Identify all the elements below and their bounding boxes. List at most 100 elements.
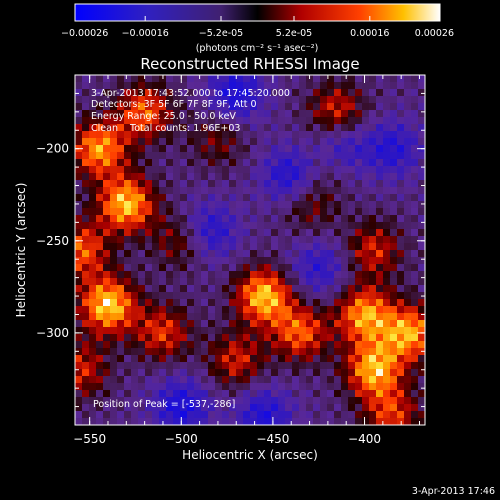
heatmap-cell: [362, 278, 370, 286]
heatmap-cell: [341, 383, 349, 391]
heatmap-cell: [215, 96, 223, 104]
heatmap-cell: [131, 103, 139, 111]
heatmap-cell: [145, 250, 153, 258]
heatmap-cell: [250, 411, 258, 419]
heatmap-cell: [75, 418, 83, 426]
heatmap-cell: [222, 397, 230, 405]
heatmap-cell: [404, 187, 412, 195]
heatmap-cell: [229, 362, 237, 370]
heatmap-cell: [152, 292, 160, 300]
heatmap-cell: [166, 271, 174, 279]
heatmap-cell: [292, 222, 300, 230]
heatmap-cell: [89, 96, 97, 104]
heatmap-cell: [159, 299, 167, 307]
heatmap-cell: [222, 201, 230, 209]
heatmap-cell: [82, 257, 90, 265]
heatmap-cell: [89, 243, 97, 251]
heatmap-cell: [117, 327, 125, 335]
heatmap-cell: [348, 383, 356, 391]
heatmap-cell: [418, 138, 426, 146]
heatmap-cell: [404, 264, 412, 272]
heatmap-cell: [306, 208, 314, 216]
heatmap-cell: [131, 306, 139, 314]
heatmap-cell: [250, 369, 258, 377]
heatmap-cell: [348, 411, 356, 419]
heatmap-cell: [89, 152, 97, 160]
heatmap-cell: [131, 320, 139, 328]
heatmap-cell: [369, 383, 377, 391]
heatmap-cell: [341, 320, 349, 328]
heatmap-cell: [271, 313, 279, 321]
heatmap-cell: [292, 124, 300, 132]
heatmap-cell: [383, 264, 391, 272]
heatmap-cell: [215, 250, 223, 258]
heatmap-cell: [341, 306, 349, 314]
heatmap-cell: [397, 166, 405, 174]
heatmap-cell: [89, 327, 97, 335]
heatmap-cell: [257, 278, 265, 286]
heatmap-cell: [278, 145, 286, 153]
heatmap-cell: [222, 341, 230, 349]
heatmap-cell: [229, 159, 237, 167]
heatmap-cell: [173, 271, 181, 279]
heatmap-cell: [264, 138, 272, 146]
heatmap-cell: [110, 145, 118, 153]
heatmap-cell: [208, 145, 216, 153]
heatmap-cell: [138, 257, 146, 265]
heatmap-cell: [250, 292, 258, 300]
heatmap-cell: [173, 117, 181, 125]
heatmap-cell: [201, 390, 209, 398]
heatmap-cell: [187, 138, 195, 146]
heatmap-cell: [390, 341, 398, 349]
heatmap-cell: [201, 418, 209, 426]
heatmap-cell: [306, 152, 314, 160]
heatmap-cell: [82, 306, 90, 314]
heatmap-cell: [215, 194, 223, 202]
heatmap-cell: [397, 376, 405, 384]
heatmap-cell: [257, 131, 265, 139]
heatmap-cell: [103, 264, 111, 272]
heatmap-cell: [159, 285, 167, 293]
heatmap-cell: [411, 334, 419, 342]
heatmap-cell: [187, 82, 195, 90]
heatmap-cell: [418, 306, 426, 314]
heatmap-cell: [208, 236, 216, 244]
heatmap-cell: [292, 201, 300, 209]
heatmap-cell: [166, 166, 174, 174]
heatmap-cell: [362, 383, 370, 391]
heatmap-cell: [117, 285, 125, 293]
heatmap-cell: [243, 348, 251, 356]
heatmap-cell: [243, 369, 251, 377]
heatmap-cell: [278, 341, 286, 349]
heatmap-cell: [397, 131, 405, 139]
heatmap-cell: [131, 117, 139, 125]
heatmap-cell: [334, 96, 342, 104]
heatmap-cell: [82, 404, 90, 412]
heatmap-cell: [390, 404, 398, 412]
heatmap-cell: [299, 404, 307, 412]
heatmap-cell: [222, 355, 230, 363]
heatmap-cell: [152, 201, 160, 209]
heatmap-cell: [201, 138, 209, 146]
heatmap-cell: [103, 75, 111, 83]
heatmap-cell: [145, 299, 153, 307]
heatmap-cell: [243, 138, 251, 146]
heatmap-cell: [103, 89, 111, 97]
heatmap-cell: [89, 257, 97, 265]
heatmap-cell: [166, 299, 174, 307]
heatmap-cell: [159, 404, 167, 412]
heatmap-cell: [103, 369, 111, 377]
heatmap-cell: [215, 418, 223, 426]
heatmap-cell: [313, 362, 321, 370]
heatmap-cell: [362, 145, 370, 153]
heatmap-cell: [138, 166, 146, 174]
heatmap-cell: [292, 383, 300, 391]
heatmap-cell: [327, 75, 335, 83]
heatmap-cell: [173, 180, 181, 188]
heatmap-cell: [264, 369, 272, 377]
heatmap-cell: [75, 383, 83, 391]
heatmap-cell: [264, 236, 272, 244]
heatmap-cell: [236, 285, 244, 293]
heatmap-cell: [96, 166, 104, 174]
heatmap-cell: [96, 222, 104, 230]
